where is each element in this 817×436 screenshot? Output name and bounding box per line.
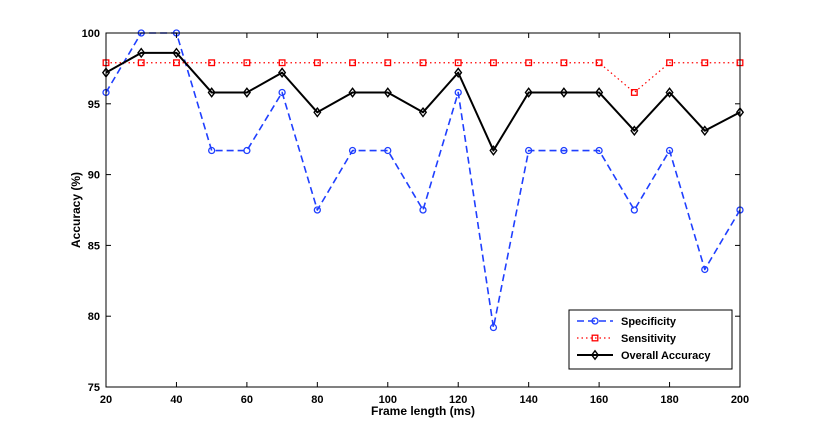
legend-item: Sensitivity	[577, 333, 677, 345]
data-point	[665, 146, 674, 155]
data-point	[454, 59, 462, 67]
y-axis-title: Accuracy (%)	[69, 172, 83, 248]
data-point	[383, 87, 392, 98]
data-point	[137, 59, 145, 67]
data-point	[208, 59, 216, 67]
legend-marker	[591, 317, 599, 325]
data-point	[701, 59, 709, 67]
x-tick-label: 160	[590, 394, 608, 406]
data-point	[313, 206, 321, 214]
x-tick-label: 180	[660, 394, 678, 406]
data-point	[207, 87, 216, 98]
data-point	[666, 59, 674, 67]
data-point	[489, 59, 497, 67]
data-point	[489, 145, 498, 156]
data-point	[418, 106, 428, 118]
series-line	[105, 51, 741, 152]
data-point	[559, 87, 568, 98]
x-tick-label: 120	[449, 394, 467, 406]
legend-marker	[590, 349, 600, 361]
x-axis-title: Frame length (ms)	[371, 404, 475, 418]
legend-item: Specificity	[577, 316, 677, 328]
legend-marker	[591, 334, 599, 342]
data-point	[243, 59, 251, 67]
x-tick-label: 40	[170, 394, 182, 406]
data-point	[349, 59, 357, 67]
data-point	[419, 59, 427, 67]
data-point	[595, 59, 603, 67]
data-point	[700, 125, 709, 137]
data-point	[172, 47, 181, 59]
data-point	[278, 67, 287, 79]
series-layer	[101, 29, 745, 332]
data-point	[595, 146, 603, 155]
data-point	[454, 88, 462, 97]
data-point	[525, 59, 533, 67]
data-point	[630, 206, 638, 214]
legend-label: Overall Accuracy	[621, 350, 711, 362]
data-point	[313, 59, 321, 67]
y-tick-label: 100	[82, 28, 100, 40]
data-point	[384, 146, 392, 155]
data-point	[489, 323, 498, 332]
legend-item: Overall Accuracy	[577, 349, 711, 362]
y-tick-label: 85	[88, 240, 100, 252]
data-point	[560, 59, 568, 67]
data-point	[560, 146, 568, 155]
x-tick-label: 20	[100, 394, 112, 406]
data-point	[419, 206, 427, 214]
data-point	[243, 146, 251, 155]
legend-label: Sensitivity	[621, 333, 677, 345]
data-point	[701, 265, 709, 274]
legend: Specificity Sensitivity Overall Accuracy	[568, 309, 733, 370]
data-point	[348, 146, 357, 155]
y-tick-label: 90	[88, 170, 100, 182]
data-point	[454, 67, 463, 79]
series-sensitivity	[102, 59, 744, 96]
data-point	[313, 106, 322, 118]
y-tick-label: 75	[88, 382, 100, 394]
y-tick-label: 95	[88, 99, 100, 111]
y-tick-label: 80	[88, 311, 100, 323]
data-point	[630, 89, 638, 96]
axis-layer: 20 40 60 80 100 120 140 160 180 200 75 80 85 90 95 100	[82, 28, 750, 406]
data-point	[172, 59, 180, 67]
x-tick-label: 60	[241, 394, 253, 406]
data-point	[348, 87, 357, 98]
x-tick-label: 200	[731, 394, 749, 406]
data-point	[525, 146, 533, 155]
legend-box	[568, 309, 733, 370]
legend-label: Specificity	[621, 316, 677, 328]
x-tick-label: 140	[519, 394, 537, 406]
data-point	[242, 87, 251, 98]
data-point	[137, 47, 146, 59]
data-point	[665, 87, 674, 98]
plot-frame	[105, 32, 741, 388]
data-point	[278, 59, 286, 67]
data-point	[208, 146, 216, 155]
data-point	[524, 87, 533, 98]
x-tick-label: 100	[379, 394, 397, 406]
data-point	[384, 59, 392, 67]
data-point	[630, 125, 639, 137]
series-specificity	[102, 29, 744, 332]
x-tick-label: 80	[311, 394, 323, 406]
data-point	[595, 87, 604, 98]
data-point	[278, 88, 286, 97]
series-overall-accuracy	[101, 47, 745, 156]
